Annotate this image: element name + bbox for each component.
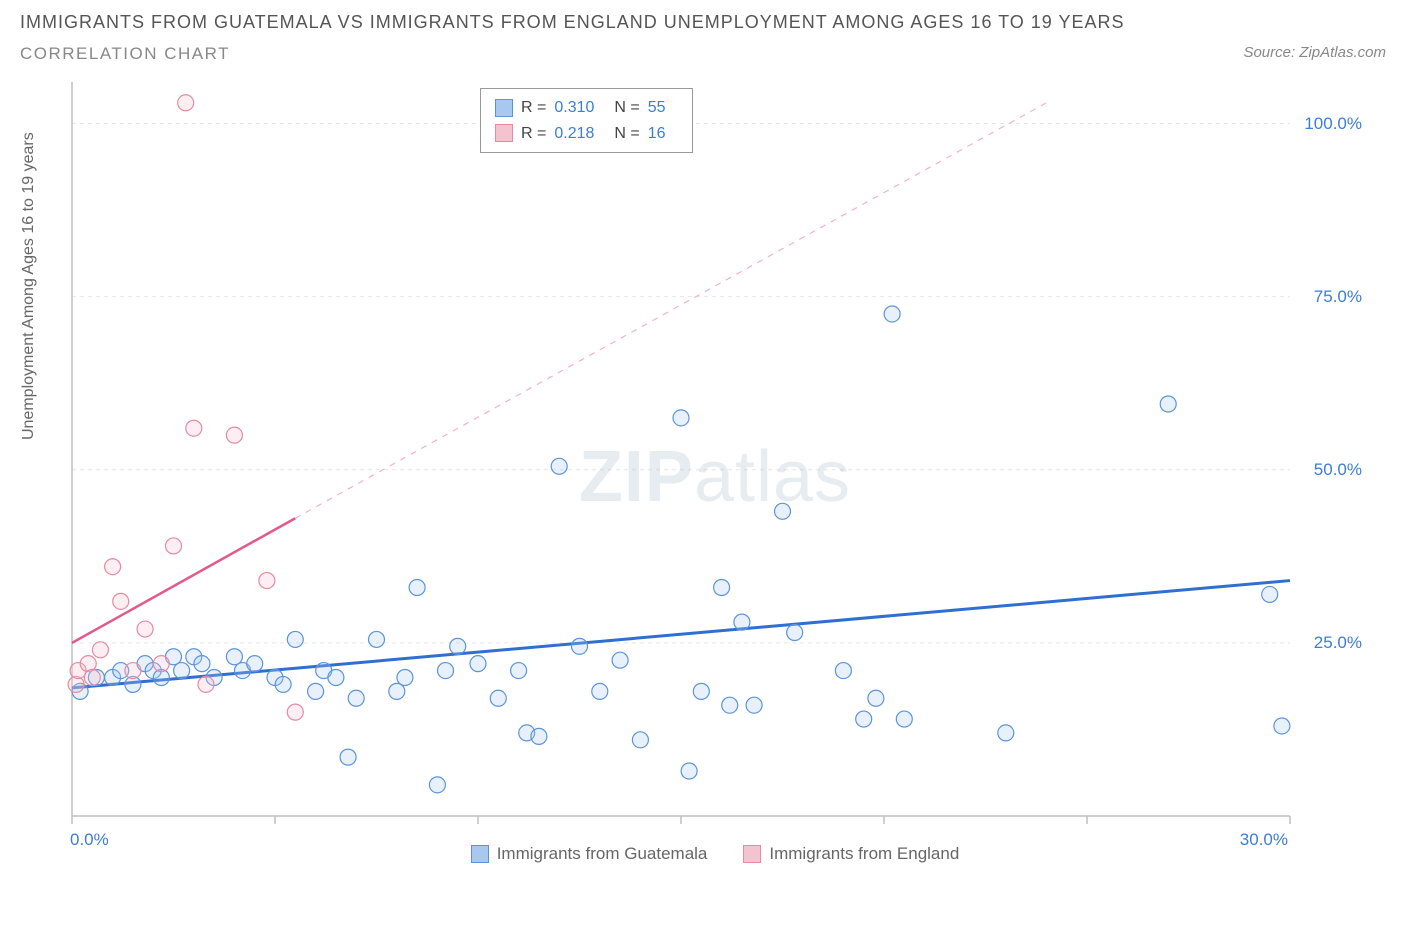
y-tick-label: 50.0% [1314, 460, 1362, 480]
y-tick-label: 100.0% [1304, 114, 1362, 134]
chart-container: ZIPatlas R =0.310N =55R =0.218N =16 0.0%… [60, 82, 1370, 872]
legend-n-label: N = [614, 95, 639, 121]
correlation-legend: R = 0.310 N = 55 R = 0.218 N = 16 [480, 88, 693, 153]
y-axis-label: Unemployment Among Ages 16 to 19 years [20, 132, 38, 440]
legend-series-label: Immigrants from England [769, 844, 959, 864]
chart-subtitle: CORRELATION CHART [20, 44, 230, 64]
y-tick-label: 75.0% [1314, 287, 1362, 307]
legend-n-value: 16 [648, 121, 666, 147]
legend-r-value: 0.310 [554, 95, 594, 121]
scatter-chart [60, 82, 1370, 872]
legend-r-label: R = [521, 95, 546, 121]
legend-swatch [471, 845, 489, 863]
chart-title: IMMIGRANTS FROM GUATEMALA VS IMMIGRANTS … [20, 12, 1125, 33]
legend-swatch [495, 99, 513, 117]
legend-r-value: 0.218 [554, 121, 594, 147]
legend-swatch [743, 845, 761, 863]
source-label: Source: ZipAtlas.com [1243, 44, 1386, 61]
legend-swatch [495, 124, 513, 142]
legend-r-label: R = [521, 121, 546, 147]
legend-n-label: N = [614, 121, 639, 147]
legend-correlation-row: R = 0.218 N = 16 [495, 121, 678, 147]
legend-series-label: Immigrants from Guatemala [497, 844, 708, 864]
legend-correlation-row: R = 0.310 N = 55 [495, 95, 678, 121]
y-tick-label: 25.0% [1314, 633, 1362, 653]
legend-n-value: 55 [648, 95, 666, 121]
legend-series-item: Immigrants from Guatemala [471, 844, 708, 864]
legend-series-item: Immigrants from England [743, 844, 959, 864]
series-legend: Immigrants from Guatemala Immigrants from… [60, 844, 1370, 868]
